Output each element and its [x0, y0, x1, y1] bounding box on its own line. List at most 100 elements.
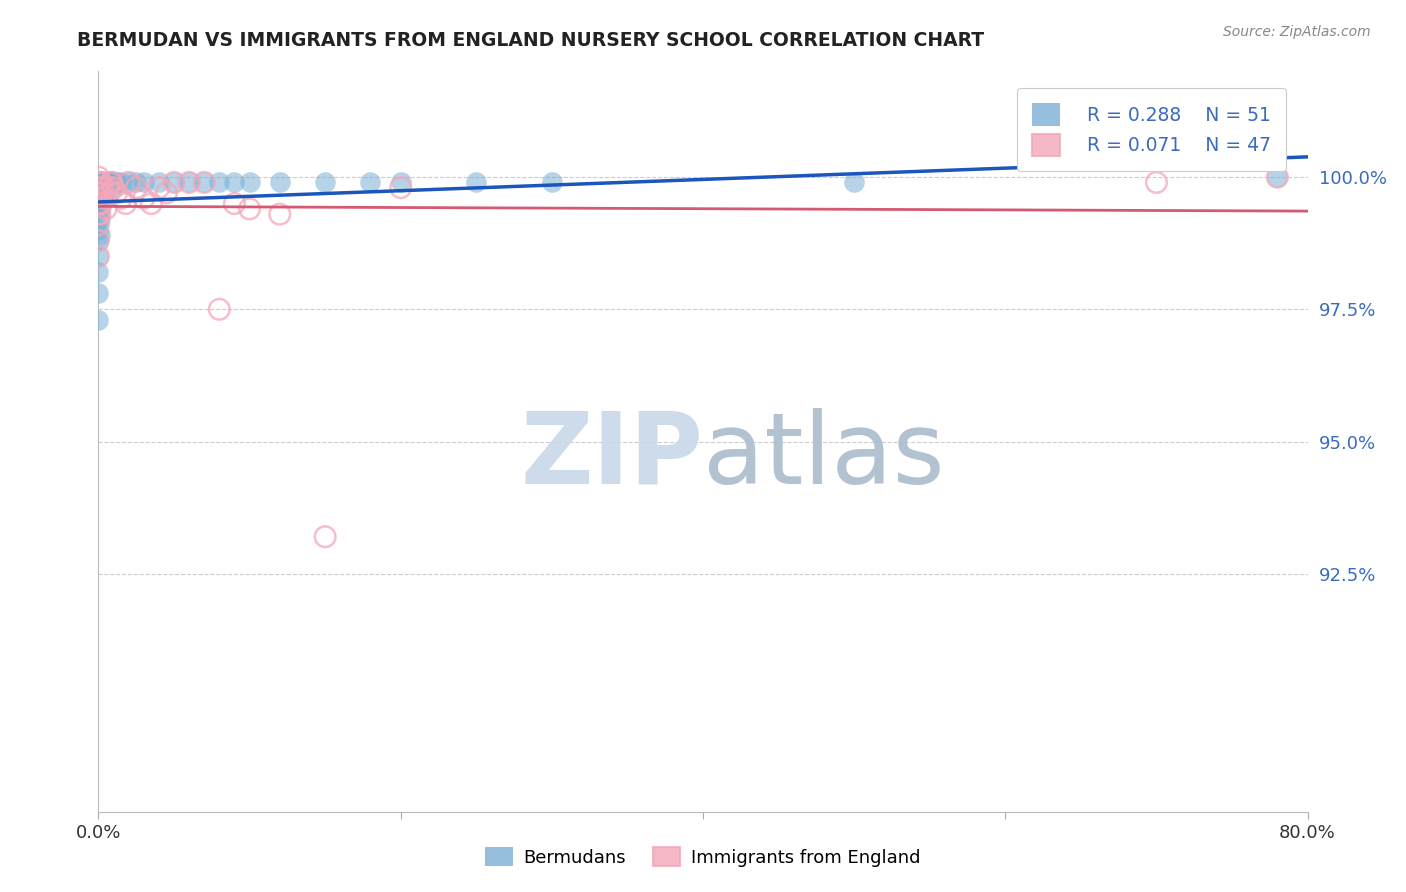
Point: [314, 175, 336, 189]
Point: [114, 196, 136, 211]
Point: [389, 175, 412, 189]
Point: [94, 175, 117, 189]
Legend:   R = 0.288    N = 51,   R = 0.071    N = 47: R = 0.288 N = 51, R = 0.071 N = 47: [1017, 88, 1286, 171]
Point: [389, 180, 412, 194]
Point: [89, 228, 111, 243]
Point: [87, 313, 110, 327]
Point: [103, 180, 125, 194]
Point: [239, 202, 262, 216]
Point: [87, 212, 110, 227]
Point: [94, 202, 117, 216]
Point: [90, 186, 112, 200]
Point: [179, 175, 201, 189]
Point: [87, 170, 110, 185]
Point: [103, 175, 125, 189]
Point: [269, 175, 291, 189]
Point: [89, 196, 111, 211]
Point: [89, 207, 111, 221]
Point: [87, 186, 110, 200]
Point: [87, 180, 110, 194]
Point: [98, 175, 121, 189]
Point: [465, 175, 488, 189]
Point: [239, 175, 262, 189]
Point: [1267, 170, 1289, 185]
Point: [87, 186, 110, 200]
Point: [87, 196, 110, 211]
Point: [100, 175, 122, 189]
Point: [155, 186, 177, 200]
Point: [91, 180, 114, 194]
Point: [1146, 175, 1168, 189]
Point: [87, 249, 110, 263]
Point: [208, 175, 231, 189]
Point: [91, 191, 114, 205]
Point: [93, 191, 115, 205]
Point: [193, 175, 215, 189]
Point: [148, 180, 170, 194]
Point: [118, 175, 141, 189]
Point: [141, 196, 163, 211]
Point: [93, 175, 115, 189]
Point: [87, 286, 110, 301]
Point: [90, 175, 112, 189]
Point: [87, 175, 110, 189]
Point: [163, 175, 186, 189]
Point: [87, 180, 110, 194]
Point: [90, 175, 112, 189]
Point: [87, 202, 110, 216]
Point: [101, 175, 124, 189]
Point: [98, 186, 121, 200]
Point: [105, 186, 128, 200]
Point: [360, 175, 382, 189]
Point: [125, 180, 148, 194]
Point: [90, 186, 112, 200]
Point: [87, 223, 110, 237]
Point: [105, 175, 128, 189]
Point: [89, 202, 111, 216]
Point: [89, 191, 111, 205]
Point: [314, 530, 336, 544]
Point: [89, 212, 111, 227]
Point: [193, 175, 215, 189]
Point: [104, 175, 127, 189]
Text: Source: ZipAtlas.com: Source: ZipAtlas.com: [1223, 25, 1371, 39]
Point: [90, 196, 112, 211]
Point: [100, 175, 122, 189]
Point: [110, 175, 132, 189]
Text: BERMUDAN VS IMMIGRANTS FROM ENGLAND NURSERY SCHOOL CORRELATION CHART: BERMUDAN VS IMMIGRANTS FROM ENGLAND NURS…: [77, 31, 984, 50]
Point: [208, 302, 231, 317]
Point: [96, 180, 118, 194]
Point: [132, 191, 155, 205]
Point: [148, 175, 170, 189]
Point: [118, 175, 141, 189]
Point: [87, 234, 110, 248]
Point: [110, 191, 132, 205]
Point: [96, 180, 118, 194]
Point: [125, 175, 148, 189]
Point: [87, 234, 110, 248]
Point: [224, 175, 246, 189]
Point: [87, 207, 110, 221]
Point: [93, 186, 115, 200]
Point: [87, 191, 110, 205]
Point: [179, 175, 201, 189]
Point: [91, 180, 114, 194]
Point: [87, 249, 110, 263]
Point: [101, 180, 124, 194]
Point: [224, 196, 246, 211]
Point: [1267, 170, 1289, 185]
Legend: Bermudans, Immigrants from England: Bermudans, Immigrants from England: [478, 840, 928, 874]
Point: [132, 175, 155, 189]
Point: [87, 265, 110, 279]
Text: atlas: atlas: [703, 408, 945, 505]
Point: [89, 180, 111, 194]
Point: [269, 207, 291, 221]
Point: [89, 186, 111, 200]
Point: [90, 196, 112, 211]
Text: ZIP: ZIP: [520, 408, 703, 505]
Point: [89, 175, 111, 189]
Point: [540, 175, 562, 189]
Point: [163, 175, 186, 189]
Point: [87, 218, 110, 232]
Point: [87, 175, 110, 189]
